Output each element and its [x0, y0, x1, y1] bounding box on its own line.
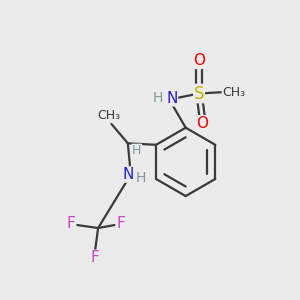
Text: O: O	[193, 53, 205, 68]
Text: F: F	[91, 250, 100, 265]
Text: CH₃: CH₃	[222, 85, 245, 98]
Text: F: F	[117, 216, 125, 231]
Text: S: S	[194, 85, 204, 103]
Text: N: N	[166, 91, 177, 106]
Text: CH₃: CH₃	[97, 109, 120, 122]
Text: H: H	[135, 171, 146, 185]
Text: O: O	[196, 116, 208, 131]
Text: H: H	[132, 144, 141, 157]
Text: H: H	[153, 91, 163, 105]
Text: N: N	[122, 167, 134, 182]
Text: F: F	[66, 216, 75, 231]
